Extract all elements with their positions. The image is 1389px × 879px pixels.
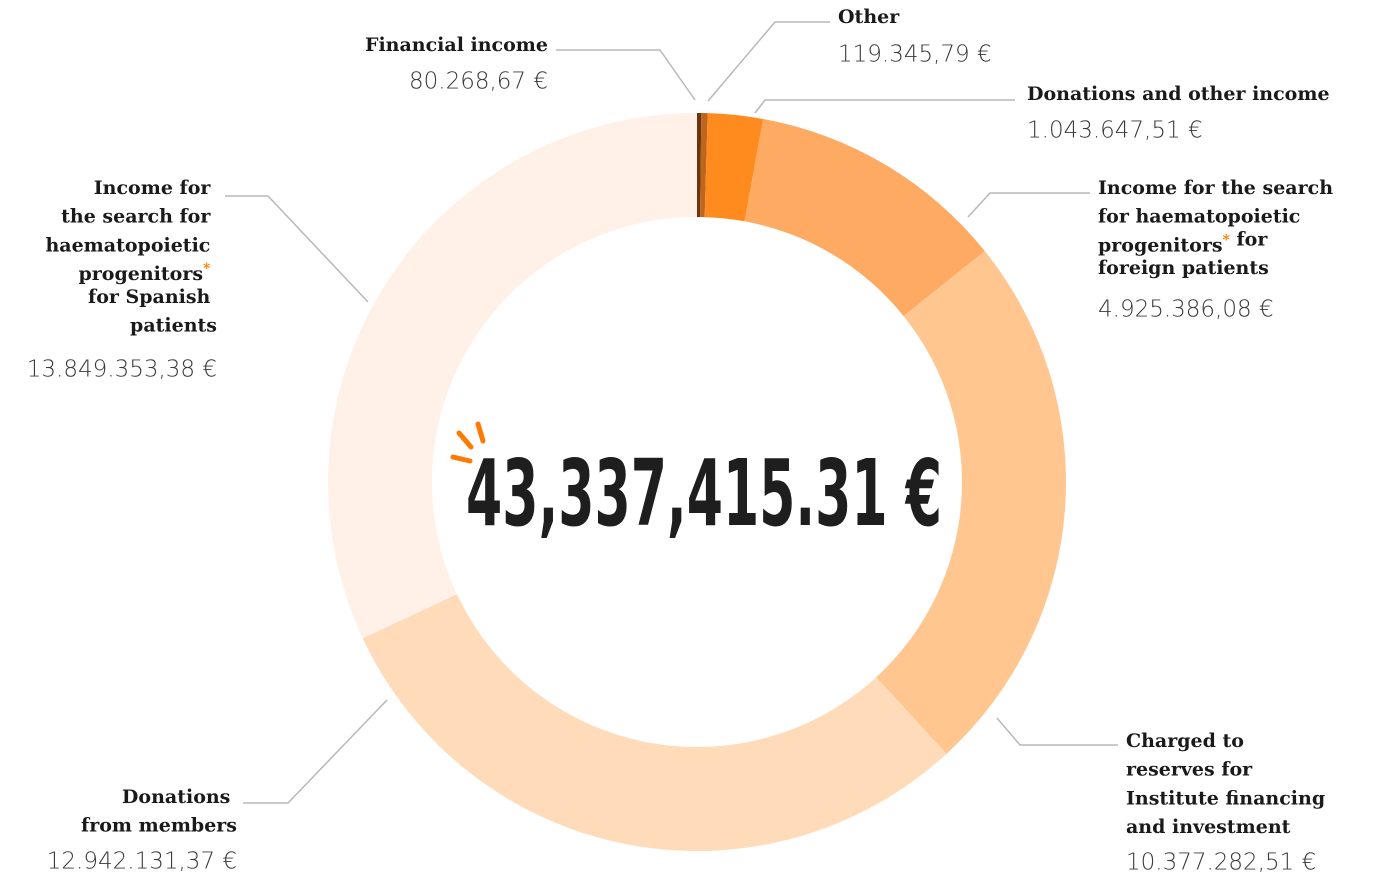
leader-line — [707, 21, 830, 102]
donut-segment — [876, 250, 1066, 754]
donut-segment — [700, 113, 708, 218]
donut-segment — [704, 113, 764, 222]
category-label: Donations from members — [81, 786, 237, 837]
leader-line — [243, 699, 388, 804]
category-label: Other — [838, 6, 900, 28]
category-label: Financial income — [365, 34, 548, 56]
sparkle-stroke — [450, 454, 473, 464]
value-label: 12.942.131,37 € — [47, 849, 237, 875]
leader-line — [967, 192, 1090, 218]
sparkle-stroke — [456, 430, 474, 450]
donut — [327, 113, 1066, 852]
value-label: 13.849.353,38 € — [27, 357, 217, 383]
donut-segment — [362, 594, 947, 852]
leader-line — [996, 717, 1118, 746]
category-label: Charged to reserves for Institute financ… — [1126, 730, 1332, 838]
value-label: 1.043.647,51 € — [1027, 118, 1203, 144]
donut-segment — [697, 113, 702, 218]
leader-line — [754, 99, 1015, 114]
total-label: 43,337,415.31 € — [466, 440, 942, 547]
value-label: 119.345,79 € — [838, 42, 992, 68]
category-label: Income for the search for haematopoietic… — [45, 177, 217, 337]
value-label: 10.377.282,51 € — [1126, 850, 1316, 876]
category-label: Income for the search for haematopoietic… — [1098, 177, 1340, 279]
leader-line — [225, 195, 369, 303]
sparkle — [450, 421, 486, 464]
leader-line — [556, 49, 696, 101]
sparkle-stroke — [475, 421, 486, 444]
value-label: 4.925.386,08 € — [1098, 297, 1274, 323]
value-label: 80.268,67 € — [409, 69, 548, 95]
donut-segment — [744, 118, 985, 317]
donut-segment — [327, 113, 697, 639]
leader-lines — [225, 21, 1118, 804]
category-label: Donations and other income — [1027, 83, 1330, 105]
